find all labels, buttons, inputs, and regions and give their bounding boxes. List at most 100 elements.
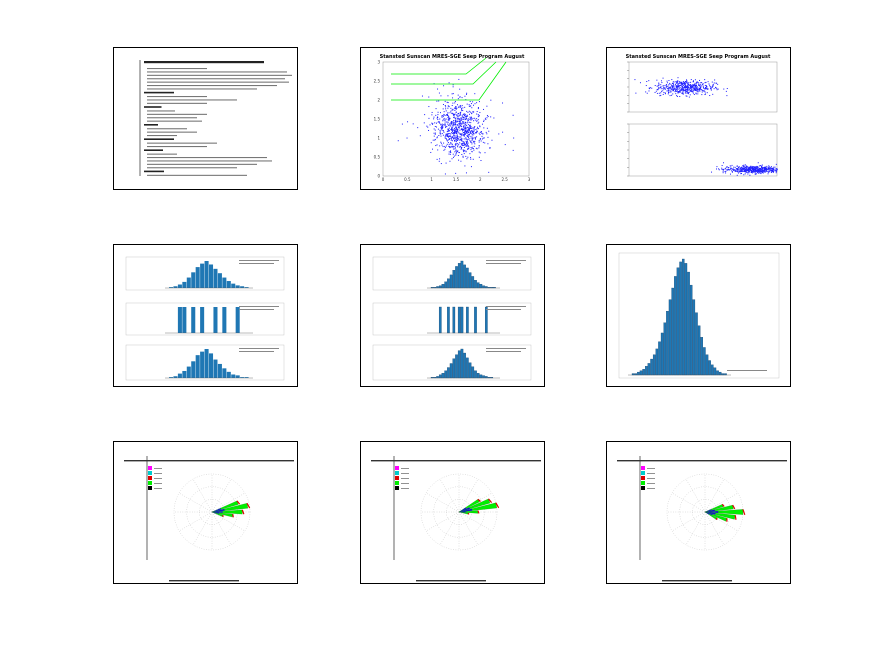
scatter-point xyxy=(465,172,467,174)
scatter-point xyxy=(460,107,462,109)
scatter-point xyxy=(463,123,465,125)
histogram-bar xyxy=(476,282,480,289)
scatter-pair-point xyxy=(709,86,711,88)
polar-legend-text xyxy=(154,473,162,474)
histogram-bar xyxy=(642,369,645,376)
scatter-pair-point xyxy=(671,84,673,86)
scatter-pair-point xyxy=(718,168,720,170)
scatter-point xyxy=(451,129,453,131)
histogram-bar xyxy=(713,367,717,376)
scatter-pair-point xyxy=(668,87,670,89)
scatter-pair-point xyxy=(738,166,740,168)
scatter-point xyxy=(461,140,463,142)
scatter-point xyxy=(452,136,454,138)
scatter-point xyxy=(469,105,471,107)
scatter-point xyxy=(486,114,488,116)
scatter-pair-point xyxy=(696,81,698,83)
scatter-point xyxy=(448,130,450,132)
scatter-point xyxy=(493,117,495,119)
scatter-point xyxy=(450,139,452,141)
histogram-bar xyxy=(177,284,182,288)
histogram-bar xyxy=(689,284,693,376)
scatter-point xyxy=(452,148,454,150)
scatter-pair-point xyxy=(716,89,718,91)
scatter-pair-point xyxy=(764,167,766,169)
polar-rose-inner-petal xyxy=(705,509,715,512)
scatter-pair-point xyxy=(766,168,768,170)
scatter-point xyxy=(442,125,444,127)
histogram-bar xyxy=(186,277,191,288)
scatter-pair-point xyxy=(672,93,674,95)
scatter-pair-point xyxy=(692,85,694,87)
scatter-point xyxy=(441,123,443,125)
scatter-pair-point xyxy=(736,165,738,167)
polar-legend-text xyxy=(401,473,409,474)
scatter-pair-point xyxy=(695,88,697,90)
scatter-point xyxy=(473,129,475,131)
scatter-point xyxy=(462,118,464,120)
scatter-y-tick-label: 2.5 xyxy=(374,79,381,84)
scatter-pair-point xyxy=(664,88,666,90)
scatter-point xyxy=(468,133,470,135)
scatter-pair-point xyxy=(753,169,755,171)
scatter-pair-point xyxy=(691,89,693,91)
scatter-pair-point xyxy=(736,168,738,170)
scatter-pair-point xyxy=(639,82,641,84)
scatter-pair-point xyxy=(737,171,739,173)
scatter-point xyxy=(463,142,465,144)
scatter-point xyxy=(469,124,471,126)
scatter-pair-point xyxy=(711,171,713,173)
scatter-point xyxy=(470,105,472,107)
scatter-point xyxy=(459,142,461,144)
scatter-pair-point xyxy=(754,167,756,169)
scatter-pair-point xyxy=(758,165,760,167)
histogram-bar xyxy=(191,307,196,333)
scatter-point xyxy=(455,106,457,108)
scatter-pair-point xyxy=(726,168,728,170)
scatter-point xyxy=(461,130,463,132)
scatter-point xyxy=(466,144,468,146)
scatter-pair-point xyxy=(772,168,774,170)
scatter-point xyxy=(441,127,443,129)
scatter-point xyxy=(451,122,453,124)
scatter-point xyxy=(439,129,441,131)
scatter-pair-point xyxy=(662,85,664,87)
scatter-point xyxy=(448,143,450,145)
scatter-point xyxy=(454,102,456,104)
scatter-point xyxy=(456,128,458,130)
scatter-pair-point xyxy=(729,169,731,171)
scatter-pair-point xyxy=(645,91,647,93)
scatter-pair-point xyxy=(677,77,679,79)
scatter-point xyxy=(470,126,472,128)
scatter-pair-point xyxy=(694,82,696,84)
scatter-pair-point xyxy=(663,92,665,94)
histogram-bar xyxy=(441,283,445,289)
polar-legend-text xyxy=(401,488,409,489)
histogram-bar xyxy=(479,283,483,289)
scatter-pair-point xyxy=(756,167,758,169)
scatter-point xyxy=(446,134,448,136)
scatter-point xyxy=(434,132,436,134)
scatter-pair-point xyxy=(771,170,773,172)
scatter-point xyxy=(458,125,460,127)
scatter-pair-point xyxy=(702,83,704,85)
scatter-pair-point xyxy=(737,167,739,169)
histogram-legend-line xyxy=(486,309,521,310)
polar-spoke xyxy=(178,492,213,513)
scatter-pair-point xyxy=(670,90,672,92)
scatter-pair-point xyxy=(681,85,683,87)
scatter-pair-point xyxy=(753,170,755,172)
scatter-pair-point xyxy=(749,166,751,168)
polar-rose-inner-petal xyxy=(705,512,710,515)
scatter-point xyxy=(464,165,466,167)
scatter-point xyxy=(437,116,439,118)
scatter-point xyxy=(476,148,478,150)
scatter-pair-point xyxy=(756,169,758,171)
scatter-pair-point xyxy=(666,82,668,84)
scatter-point xyxy=(464,149,466,151)
polar-legend-swatch xyxy=(395,466,399,470)
scatter-pair-point xyxy=(770,167,772,169)
scatter-point xyxy=(478,145,480,147)
scatter-point xyxy=(486,105,488,107)
scatter-pair-point xyxy=(743,171,745,173)
